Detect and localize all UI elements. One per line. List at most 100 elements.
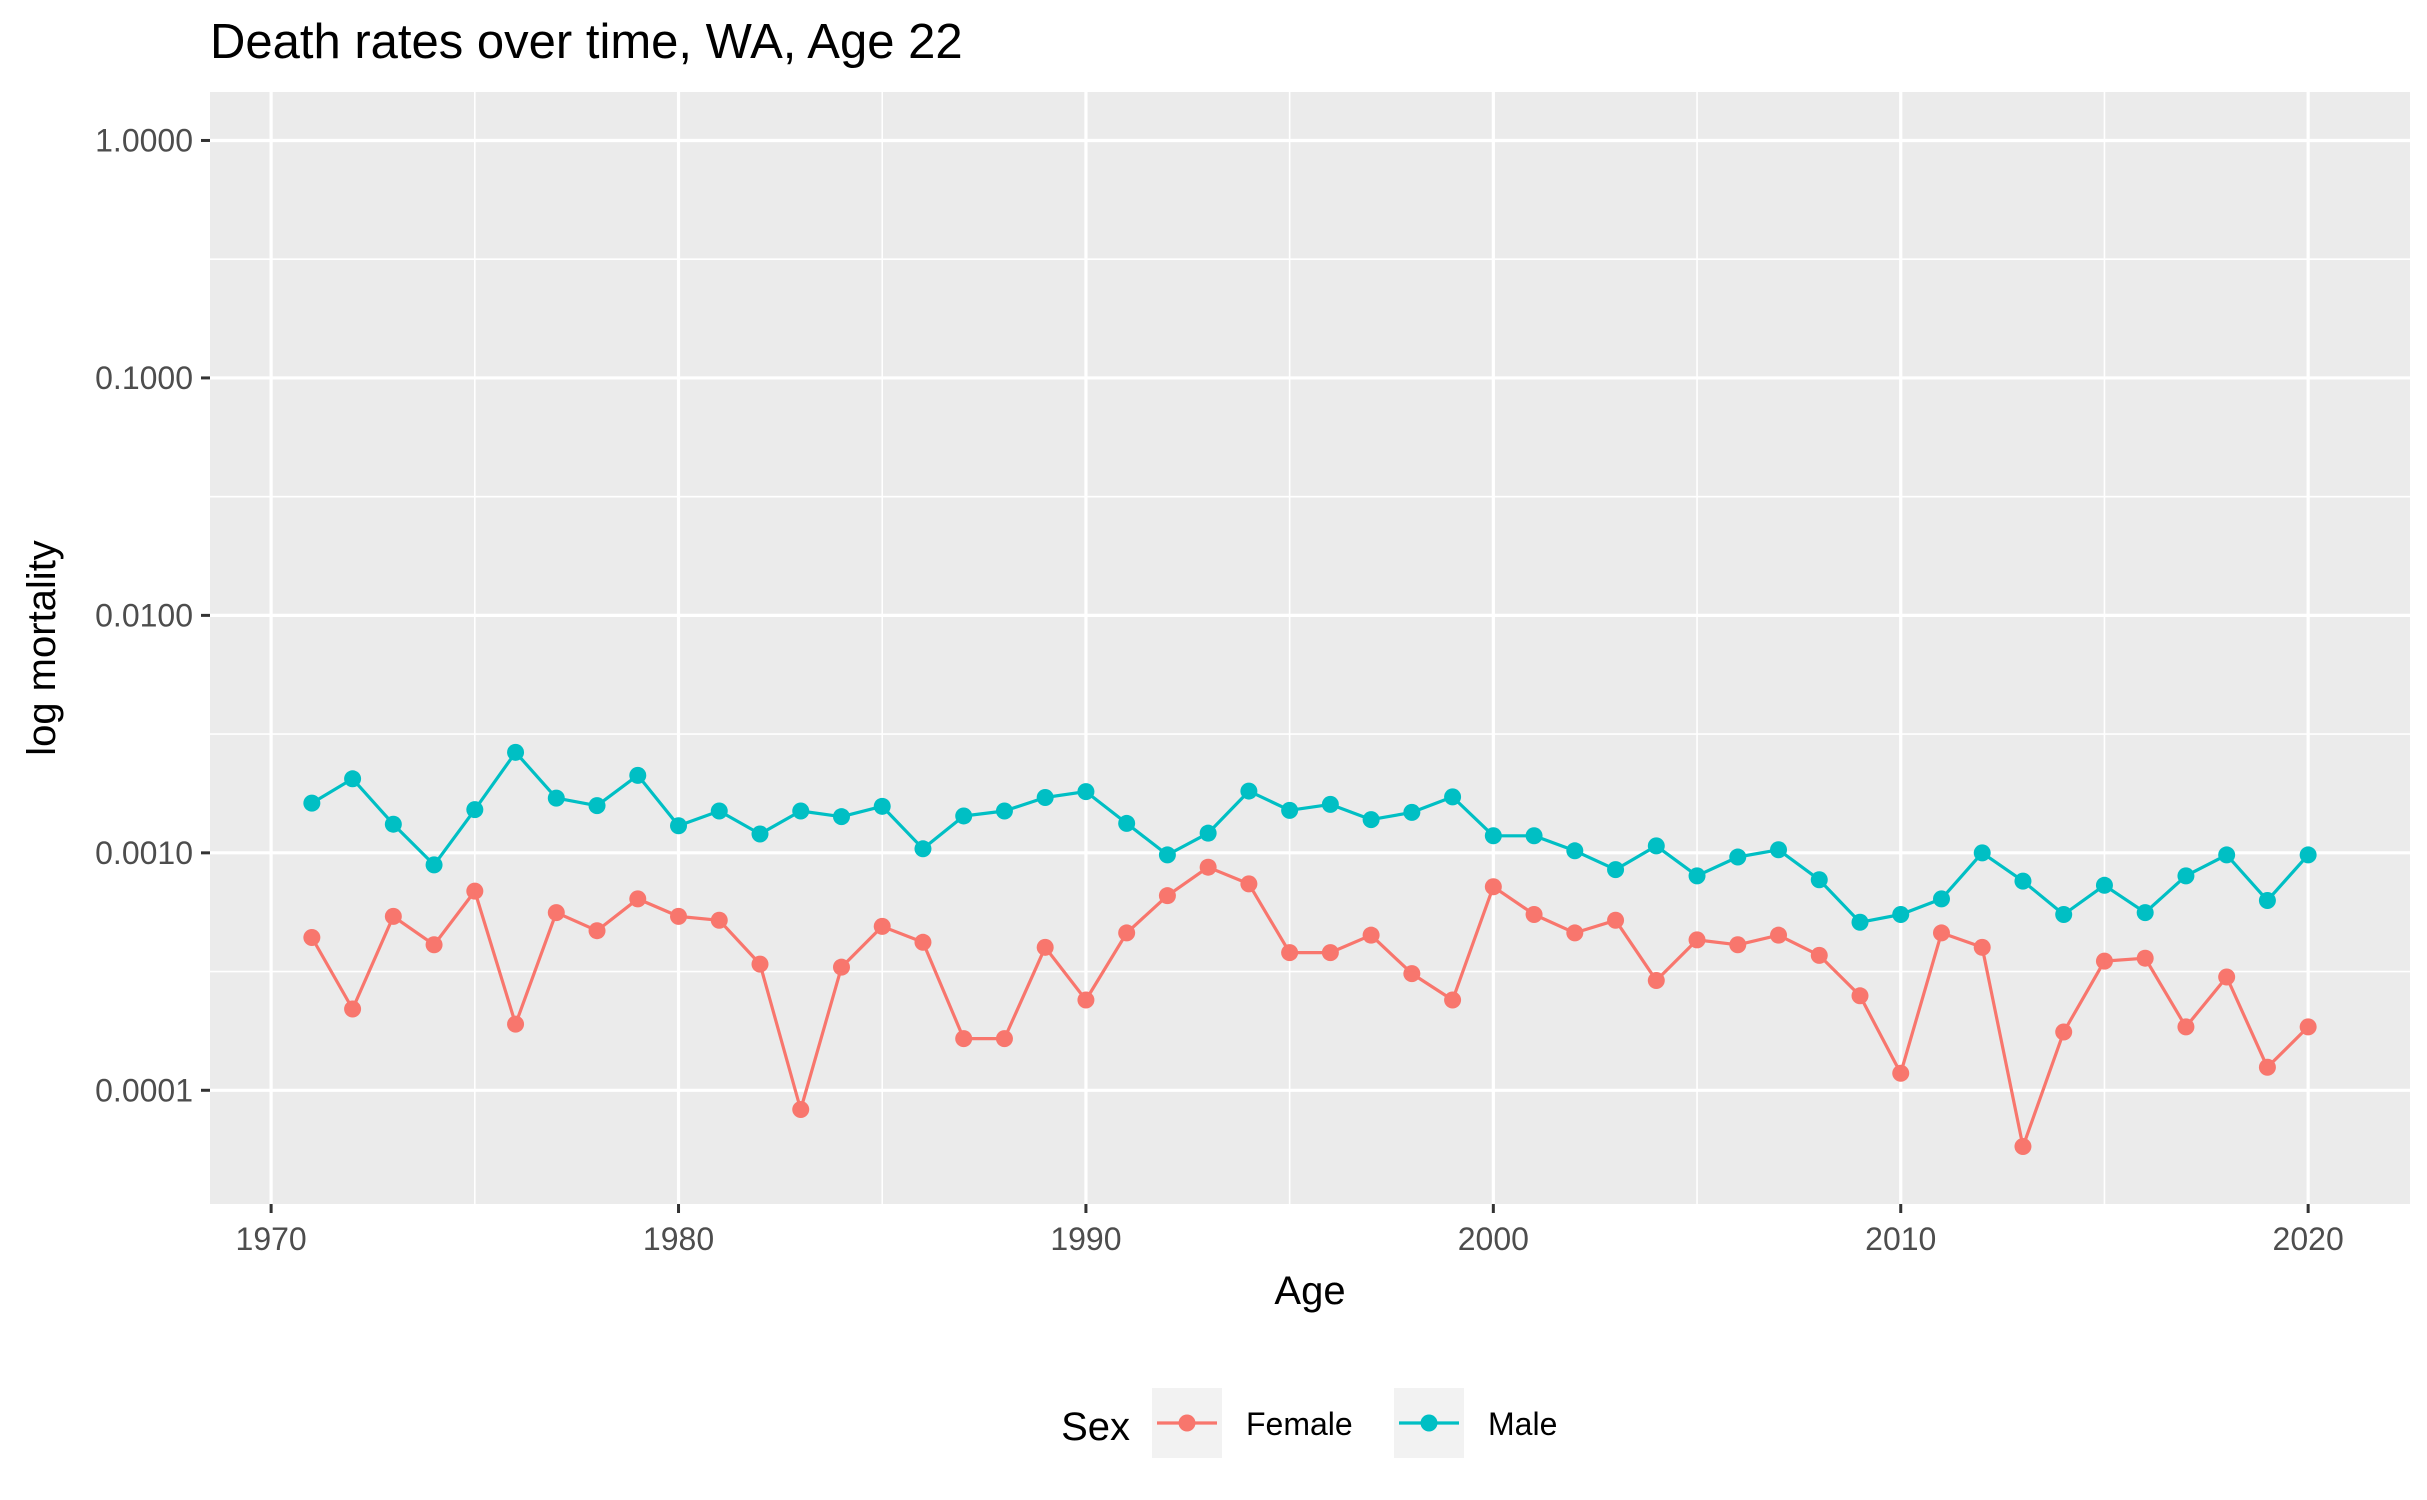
series-layer [303, 743, 2317, 1155]
data-point-male [1118, 814, 1136, 832]
data-point-male [995, 802, 1013, 820]
data-point-female [2014, 1137, 2032, 1155]
data-point-female [873, 917, 891, 935]
data-point-female [1240, 875, 1258, 893]
data-point-female [588, 922, 606, 940]
data-point-female [2136, 949, 2154, 967]
data-point-male [1444, 788, 1462, 806]
x-tick-label: 2010 [1865, 1221, 1936, 1257]
data-point-male [2258, 891, 2276, 909]
data-point-male [1240, 782, 1258, 800]
legend-label: Female [1246, 1406, 1353, 1442]
data-point-female [507, 1015, 525, 1033]
data-point-male [710, 802, 728, 820]
data-point-female [344, 1000, 362, 1018]
data-point-female [710, 911, 728, 929]
data-point-female [1118, 924, 1136, 942]
data-point-male [1607, 861, 1625, 879]
data-point-female [303, 929, 321, 947]
data-point-male [670, 817, 688, 835]
data-point-male [425, 856, 443, 874]
data-point-female [1810, 946, 1828, 964]
data-point-female [1158, 887, 1176, 905]
data-point-female [995, 1030, 1013, 1048]
series-male [303, 743, 2317, 931]
data-point-female [1281, 944, 1299, 962]
data-point-female [629, 890, 647, 908]
y-tick-label: 0.0100 [95, 597, 193, 633]
data-point-female [1770, 926, 1788, 944]
data-point-male [1892, 905, 1910, 923]
data-point-male [1688, 867, 1706, 885]
data-point-female [1892, 1064, 1910, 1082]
y-tick-label: 0.0001 [95, 1072, 193, 1108]
data-point-female [2299, 1018, 2317, 1036]
data-point-female [1484, 878, 1502, 896]
data-point-male [1729, 848, 1747, 866]
series-female [303, 858, 2317, 1155]
data-point-female [1403, 965, 1421, 983]
data-point-male [1158, 846, 1176, 864]
data-point-male [1851, 913, 1869, 931]
data-point-male [629, 766, 647, 784]
data-point-female [1688, 931, 1706, 949]
legend-key-point [1178, 1414, 1196, 1432]
data-point-female [1525, 905, 1543, 923]
data-point-female [1036, 938, 1054, 956]
x-tick-label: 1990 [1050, 1221, 1121, 1257]
data-point-female [425, 936, 443, 954]
x-tick-label: 1980 [643, 1221, 714, 1257]
data-point-male [1566, 842, 1584, 860]
data-point-male [1973, 844, 1991, 862]
data-point-male [1525, 827, 1543, 845]
x-tick-label: 2020 [2273, 1221, 2344, 1257]
data-point-female [2177, 1018, 2195, 1036]
x-tick-label: 1970 [236, 1221, 307, 1257]
data-point-male [1077, 783, 1095, 801]
data-point-female [2095, 952, 2113, 970]
y-tick-label: 0.1000 [95, 360, 193, 396]
data-point-male [1362, 811, 1380, 829]
data-point-male [1199, 824, 1217, 842]
series-line-male [311, 750, 2310, 924]
y-axis: 0.0001 0.0010 0.0100 0.1000 1.0000 [95, 122, 210, 1108]
data-point-male [1281, 801, 1299, 819]
data-point-male [1321, 795, 1339, 813]
data-point-male [2136, 904, 2154, 922]
legend: Sex Female Male [1061, 1388, 1557, 1458]
data-point-female [1647, 971, 1665, 989]
legend-key-female: Female [1152, 1388, 1353, 1458]
data-point-female [1566, 924, 1584, 942]
data-point-male [832, 808, 850, 826]
data-point-female [547, 904, 565, 922]
data-point-male [344, 770, 362, 788]
legend-key-point [1420, 1414, 1438, 1432]
x-axis-title: Age [1274, 1269, 1345, 1313]
data-point-male [2014, 872, 2032, 890]
grid-major [210, 92, 2410, 1204]
y-tick-label: 0.0010 [95, 835, 193, 871]
data-point-male [547, 789, 565, 807]
data-point-female [2258, 1058, 2276, 1076]
data-point-male [1484, 827, 1502, 845]
y-axis-title: log mortality [20, 540, 64, 756]
data-point-male [466, 801, 484, 819]
data-point-male [507, 743, 525, 761]
grid-minor [210, 92, 2410, 1204]
chart-title: Death rates over time, WA, Age 22 [210, 15, 963, 69]
plot-panel [210, 92, 2410, 1204]
data-point-female [2055, 1023, 2073, 1041]
data-point-female [1199, 858, 1217, 876]
data-point-female [1077, 991, 1095, 1009]
data-point-male [1810, 871, 1828, 889]
data-point-male [1647, 837, 1665, 855]
data-point-female [1444, 991, 1462, 1009]
data-point-female [1851, 987, 1869, 1005]
data-point-male [2095, 876, 2113, 894]
data-point-female [914, 933, 932, 951]
data-point-female [384, 907, 402, 925]
data-point-female [1932, 924, 1950, 942]
data-point-female [751, 955, 769, 973]
data-point-female [670, 907, 688, 925]
